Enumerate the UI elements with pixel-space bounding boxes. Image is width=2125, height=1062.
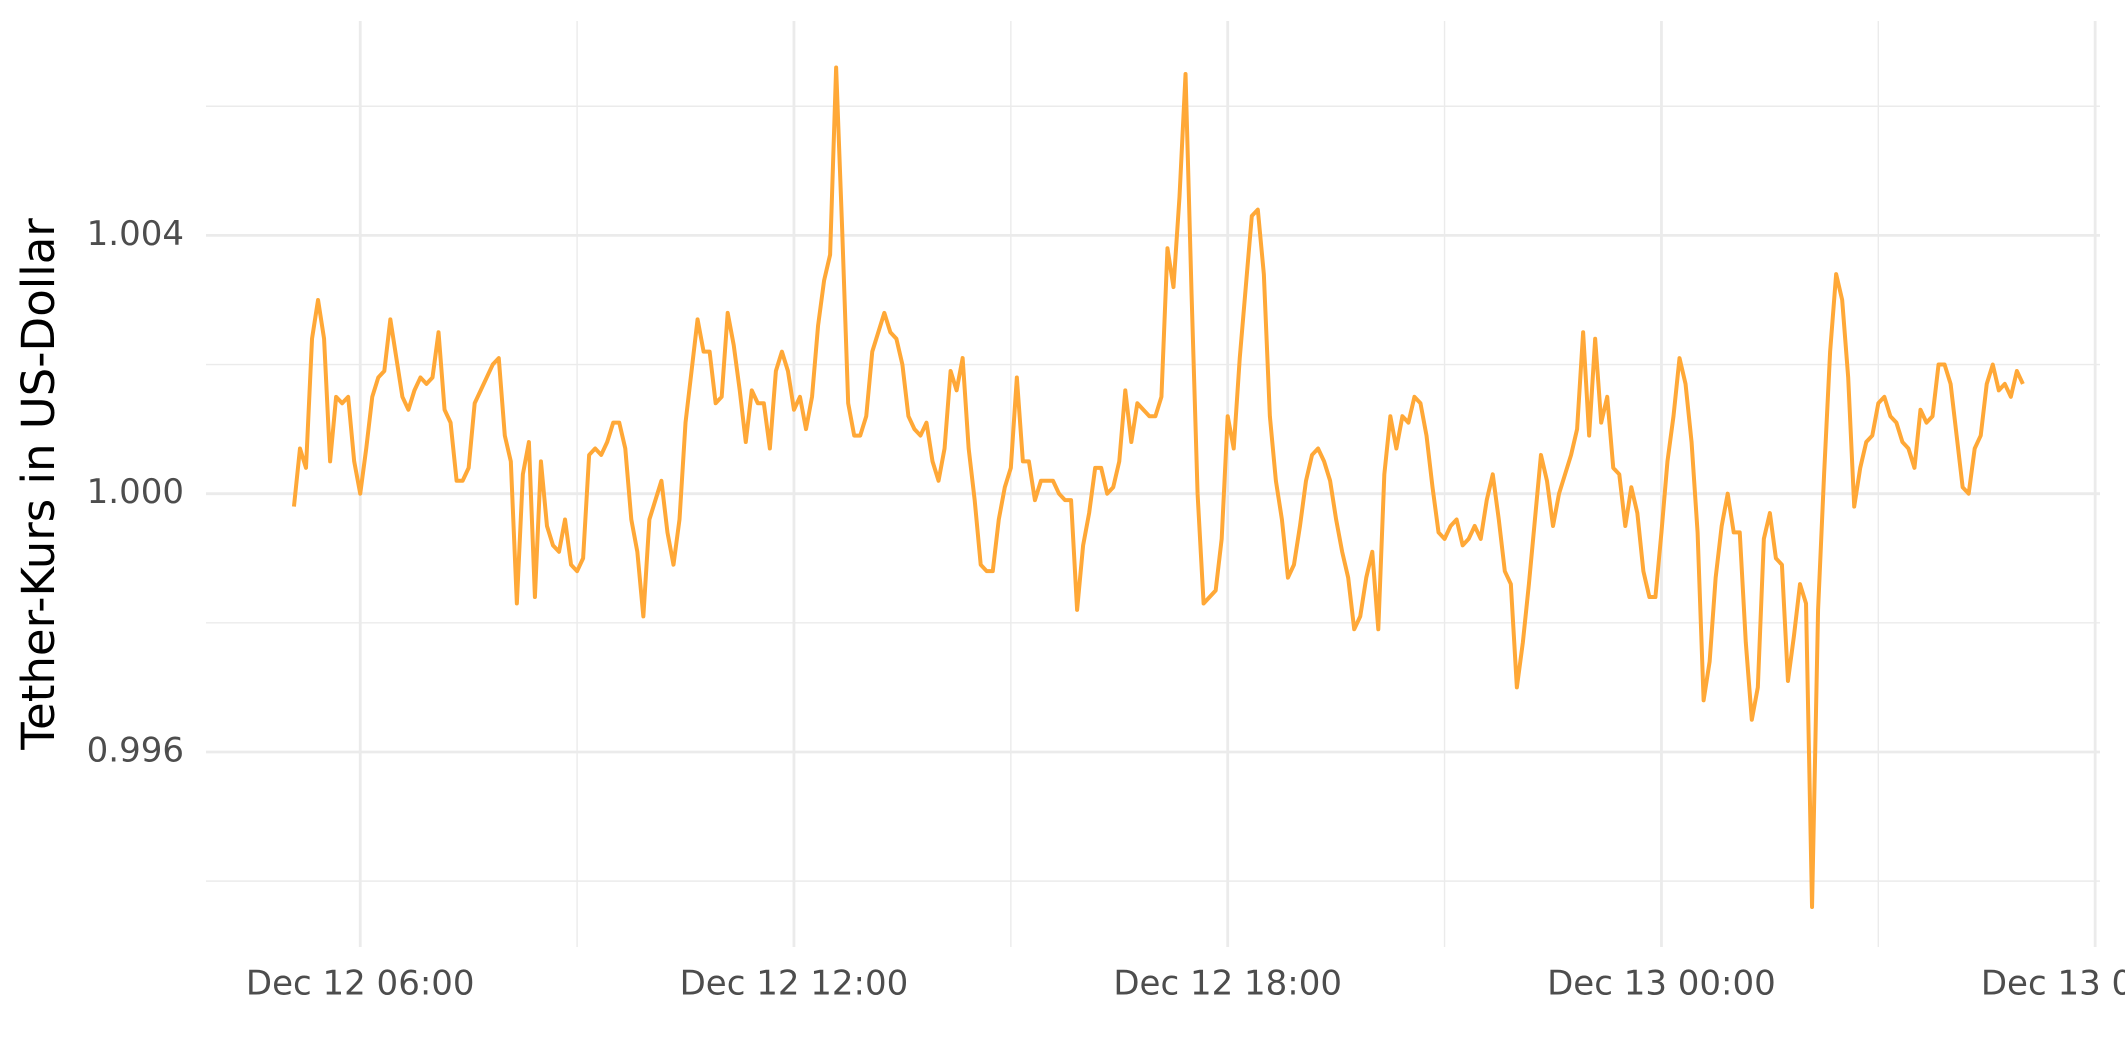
- x-tick-label: Dec 12 12:00: [680, 964, 909, 1004]
- x-tick-label: Dec 12 06:00: [246, 964, 475, 1004]
- y-tick-label: 0.996: [87, 730, 184, 770]
- price-line: [291, 65, 2025, 909]
- x-tick-label: Dec 12 18:00: [1113, 964, 1342, 1004]
- y-tick-label: 1.004: [87, 214, 184, 254]
- x-tick-label: Dec 13 06:00: [1981, 964, 2125, 1004]
- x-tick-label: Dec 13 00:00: [1547, 964, 1776, 1004]
- y-tick-label: 1.000: [87, 472, 184, 512]
- y-axis-title: Tether-Kurs in US-Dollar: [12, 218, 65, 751]
